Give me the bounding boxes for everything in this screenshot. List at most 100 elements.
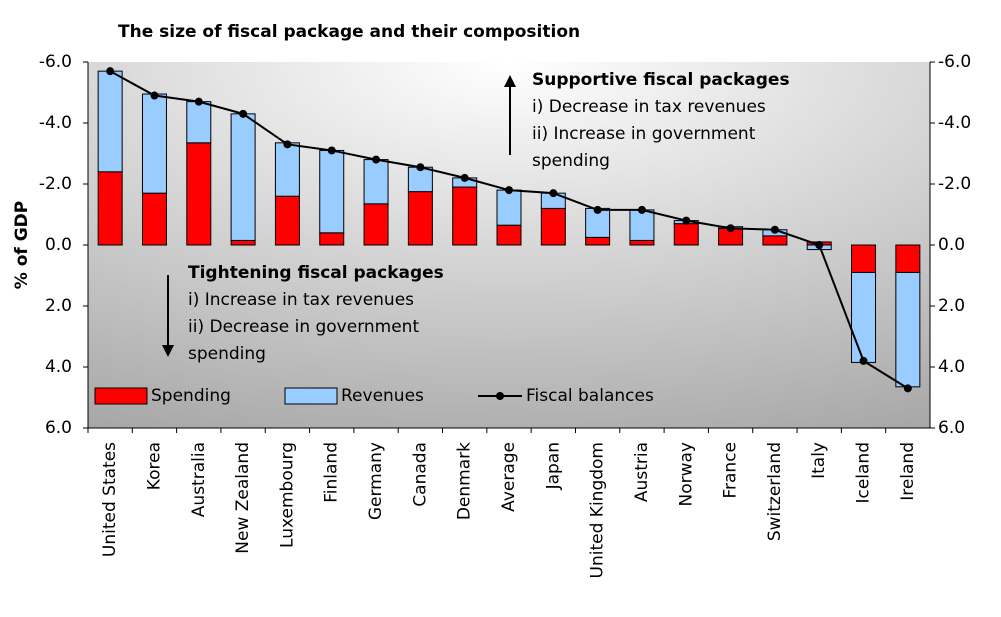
y2-tick-label: 2.0 xyxy=(938,296,965,316)
annotation-text: i) Decrease in tax revenues xyxy=(532,97,766,117)
y-tick-label: 6.0 xyxy=(45,418,72,438)
bar-segment xyxy=(629,239,655,246)
arrow-head xyxy=(504,75,516,87)
legend-label: Fiscal balances xyxy=(526,386,654,406)
y2-tick-label: 6.0 xyxy=(938,418,965,438)
y-tick-label: 0.0 xyxy=(45,235,72,255)
x-tick-label: Japan xyxy=(543,442,563,490)
bar-segment xyxy=(407,166,433,193)
y2-tick-label: 0.0 xyxy=(938,235,965,255)
line-point xyxy=(372,155,381,164)
annotation-title: Supportive fiscal packages xyxy=(532,70,790,90)
y2-tick-label: -6.0 xyxy=(938,52,971,72)
x-tick-label: Austria xyxy=(632,442,652,502)
annotation-text: spending xyxy=(188,344,266,364)
bar-segment xyxy=(851,271,877,363)
y2-tick-label: -2.0 xyxy=(938,174,971,194)
x-tick-label: United States xyxy=(100,442,120,557)
line-point xyxy=(239,109,248,118)
bar-segment xyxy=(97,171,123,246)
line-point xyxy=(770,225,779,234)
x-tick-label: Korea xyxy=(144,442,164,490)
annotation-text: spending xyxy=(532,151,610,171)
x-tick-label: Italy xyxy=(809,442,829,479)
bar-segment xyxy=(274,195,300,246)
line-point xyxy=(327,146,336,155)
x-tick-label: Finland xyxy=(322,442,342,503)
bar-segment xyxy=(363,159,389,205)
y-tick-label: -4.0 xyxy=(39,113,72,133)
bar-segment xyxy=(186,101,212,144)
x-tick-label: Ireland xyxy=(898,442,918,501)
line-point xyxy=(283,140,292,149)
bar-segment xyxy=(895,244,921,273)
y2-tick-label: 4.0 xyxy=(938,357,965,377)
bar-segment xyxy=(895,271,921,388)
line-point xyxy=(549,189,558,198)
bar-segment xyxy=(851,244,877,273)
annotation-text: ii) Increase in government xyxy=(532,124,756,144)
bar-segment xyxy=(319,149,345,234)
x-tick-label: Germany xyxy=(366,442,386,520)
y-tick-label: 2.0 xyxy=(45,296,72,316)
bar-segment xyxy=(186,142,212,246)
x-tick-label: Denmark xyxy=(455,442,475,520)
line-point xyxy=(505,186,513,195)
line-point xyxy=(194,97,203,106)
legend-dot xyxy=(496,392,504,400)
y-tick-label: -6.0 xyxy=(39,52,72,72)
annotation-title: Tightening fiscal packages xyxy=(188,263,444,283)
legend-label: Spending xyxy=(151,386,231,406)
annotation-text: i) Increase in tax revenues xyxy=(188,290,414,310)
x-tick-label: Iceland xyxy=(854,442,874,504)
x-tick-label: Canada xyxy=(410,442,430,507)
x-tick-label: Australia xyxy=(189,442,209,517)
bar-segment xyxy=(762,235,788,246)
annotation-text: ii) Decrease in government xyxy=(188,317,419,337)
bar-segment xyxy=(407,191,433,246)
line-point xyxy=(637,205,646,214)
line-point xyxy=(903,384,912,393)
y2-tick-label: -4.0 xyxy=(938,113,971,133)
line-point xyxy=(416,163,425,172)
legend-label: Revenues xyxy=(341,386,424,406)
bar-segment xyxy=(319,232,345,246)
bar-segment xyxy=(540,207,566,246)
line-point xyxy=(106,67,115,76)
x-tick-label: Switzerland xyxy=(765,442,785,541)
line-point xyxy=(460,173,469,182)
bar-segment xyxy=(141,93,167,194)
y-tick-label: -2.0 xyxy=(39,174,72,194)
arrow-head xyxy=(162,345,174,357)
x-tick-label: New Zealand xyxy=(233,442,253,554)
y-axis-label: % of GDP xyxy=(12,201,32,289)
bar-segment xyxy=(141,192,167,246)
x-tick-label: Norway xyxy=(676,442,696,507)
bar-segment xyxy=(97,70,123,173)
line-point xyxy=(859,356,868,365)
x-tick-label: United Kingdom xyxy=(588,442,608,578)
x-tick-label: Luxembourg xyxy=(277,442,297,548)
bar-segment xyxy=(230,113,256,241)
y-tick-label: 4.0 xyxy=(45,357,72,377)
line-point xyxy=(593,205,602,214)
legend-swatch xyxy=(94,387,148,405)
line-point xyxy=(726,224,735,233)
line-point xyxy=(682,216,691,225)
bar-segment xyxy=(496,189,522,226)
bar-segment xyxy=(363,203,389,246)
bar-segment xyxy=(496,224,522,246)
legend-swatch xyxy=(284,387,338,405)
bar-segment xyxy=(585,236,611,246)
x-tick-label: France xyxy=(721,442,741,499)
chart-title: The size of fiscal package and their com… xyxy=(118,22,580,42)
line-point xyxy=(815,241,824,249)
bar-segment xyxy=(274,142,300,197)
bar-segment xyxy=(629,209,655,241)
line-point xyxy=(150,91,159,100)
bar-segment xyxy=(230,239,256,246)
x-tick-label: Average xyxy=(499,442,519,512)
bar-segment xyxy=(673,223,699,246)
bar-segment xyxy=(452,186,478,246)
